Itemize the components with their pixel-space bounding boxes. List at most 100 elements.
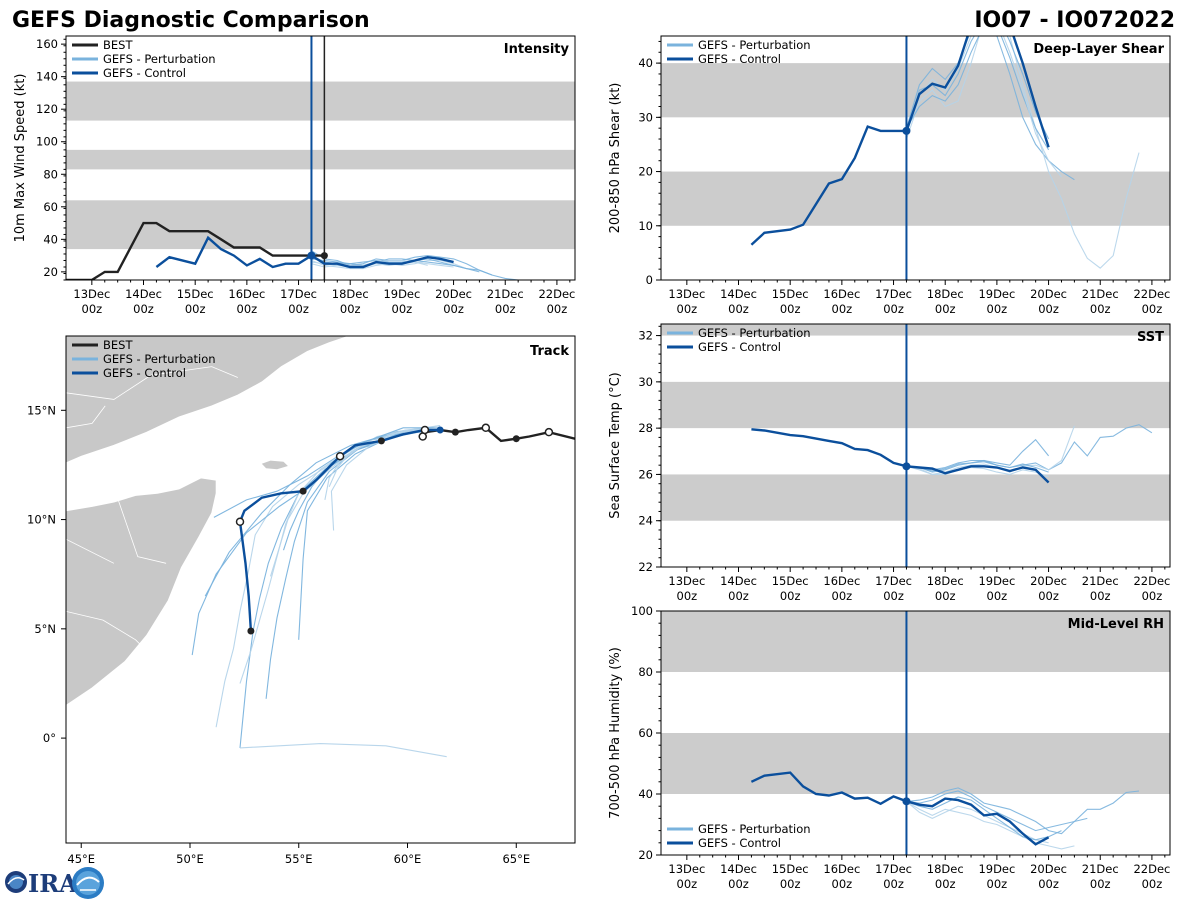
y-tick-label: 24	[638, 514, 653, 528]
cira-logo: IRA	[5, 867, 104, 899]
x-tick-label-hour: 00z	[780, 302, 801, 316]
x-tick-label-hour: 00z	[82, 302, 103, 316]
x-tick-label-day: 14Dec	[720, 287, 757, 301]
control-track-point	[377, 437, 385, 445]
x-tick-label-hour: 00z	[443, 302, 464, 316]
panel-title: Deep-Layer Shear	[1033, 42, 1164, 57]
plot-area	[661, 611, 1170, 855]
y-tick-label: 60	[43, 200, 58, 214]
plot-frame	[660, 323, 1171, 568]
control-track-point	[247, 627, 255, 635]
control-analysis-point	[902, 797, 911, 806]
lon-tick-label: 65°E	[502, 852, 530, 866]
country-border	[66, 405, 106, 429]
legend-label-ctrl: GEFS - Control	[698, 52, 781, 66]
perturbation-line	[906, 801, 1075, 850]
y-tick-label: 0	[646, 273, 653, 287]
y-tick-label: 20	[638, 165, 653, 179]
x-tick-label-day: 17Dec	[875, 574, 912, 588]
x-tick-label-hour: 00z	[883, 302, 904, 316]
plot-frame	[65, 35, 576, 281]
panel-title: Mid-Level RH	[1068, 617, 1164, 632]
y-tick-label: 160	[36, 37, 58, 51]
x-tick-label-day: 21Dec	[1082, 574, 1119, 588]
panel-title: Intensity	[504, 42, 570, 57]
socotra-land	[261, 460, 288, 470]
best-current-point	[320, 252, 328, 260]
x-tick-label-day: 13Dec	[73, 287, 110, 301]
perturbation-track	[298, 427, 441, 640]
x-tick-label-hour: 00z	[987, 877, 1008, 891]
lon-tick-label: 60°E	[394, 852, 422, 866]
x-tick-label-day: 19Dec	[978, 574, 1015, 588]
threshold-band	[661, 324, 1170, 336]
map-area	[66, 336, 575, 758]
x-tick-label-hour: 00z	[1090, 877, 1111, 891]
x-tick-label-hour: 00z	[935, 589, 956, 603]
x-tick-label-hour: 00z	[935, 877, 956, 891]
x-tick-label-hour: 00z	[677, 589, 698, 603]
plot-area	[661, 324, 1170, 567]
threshold-band	[661, 381, 1170, 429]
perturbation-line	[906, 36, 1050, 140]
x-tick-label-hour: 00z	[935, 302, 956, 316]
perturbation-track	[191, 427, 441, 656]
y-tick-label: 32	[638, 329, 653, 343]
y-tick-label: 20	[638, 848, 653, 862]
x-tick-label-hour: 00z	[1142, 589, 1163, 603]
best-track-line	[66, 221, 325, 280]
perturbation-line	[906, 796, 1062, 841]
x-tick-label-day: 16Dec	[823, 574, 860, 588]
x-tick-label-day: 13Dec	[668, 574, 705, 588]
lon-tick-label: 45°E	[67, 852, 95, 866]
x-tick-label-day: 14Dec	[720, 574, 757, 588]
x-tick-label-hour: 00z	[547, 302, 568, 316]
legend-label-pert: GEFS - Perturbation	[698, 38, 811, 52]
y-tick-label: 22	[638, 560, 653, 574]
x-tick-label-day: 13Dec	[668, 862, 705, 876]
control-track	[238, 428, 441, 632]
control-track-open-point	[420, 425, 430, 435]
x-tick-label-day: 22Dec	[1133, 287, 1170, 301]
svg-text:IRA: IRA	[28, 869, 78, 898]
country-border	[66, 366, 238, 400]
legend-label-pert: GEFS - Perturbation	[698, 822, 811, 836]
legend-label-pert: GEFS - Perturbation	[698, 326, 811, 340]
x-tick-label-day: 13Dec	[668, 287, 705, 301]
perturbation-track	[213, 427, 441, 518]
x-tick-label-day: 18Dec	[927, 287, 964, 301]
perturbation-line	[906, 790, 1088, 832]
y-tick-label: 80	[43, 167, 58, 181]
x-tick-label-day: 22Dec	[1133, 574, 1170, 588]
x-tick-label-day: 17Dec	[875, 862, 912, 876]
x-tick-label-day: 18Dec	[332, 287, 369, 301]
x-tick-label-hour: 00z	[1038, 589, 1059, 603]
x-tick-label-hour: 00z	[883, 589, 904, 603]
y-tick-label: 26	[638, 467, 653, 481]
panel-title: Track	[530, 344, 569, 359]
x-tick-label-day: 17Dec	[875, 287, 912, 301]
x-tick-label-hour: 00z	[780, 589, 801, 603]
x-tick-label-hour: 00z	[185, 302, 206, 316]
y-tick-label: 100	[36, 135, 58, 149]
x-tick-label-hour: 00z	[728, 877, 749, 891]
best-track-point	[451, 428, 459, 436]
perturbation-line	[311, 258, 544, 280]
control-analysis-point	[307, 251, 316, 260]
perturbation-track	[204, 427, 441, 597]
y-tick-label: 60	[638, 726, 653, 740]
control-track-open-point	[335, 451, 345, 461]
arabia-land	[66, 336, 350, 464]
x-tick-label-day: 22Dec	[1133, 862, 1170, 876]
lon-tick-label: 50°E	[176, 852, 204, 866]
x-tick-label-hour: 00z	[1038, 877, 1059, 891]
x-tick-label-day: 16Dec	[228, 287, 265, 301]
x-tick-label-hour: 00z	[832, 302, 853, 316]
x-tick-label-day: 20Dec	[435, 287, 472, 301]
x-tick-label-day: 20Dec	[1030, 862, 1067, 876]
lat-tick-label: 15°N	[27, 403, 56, 417]
perturbation-line	[906, 465, 1049, 478]
y-tick-label: 40	[638, 56, 653, 70]
threshold-band	[661, 171, 1170, 226]
perturbation-line	[906, 787, 1140, 835]
